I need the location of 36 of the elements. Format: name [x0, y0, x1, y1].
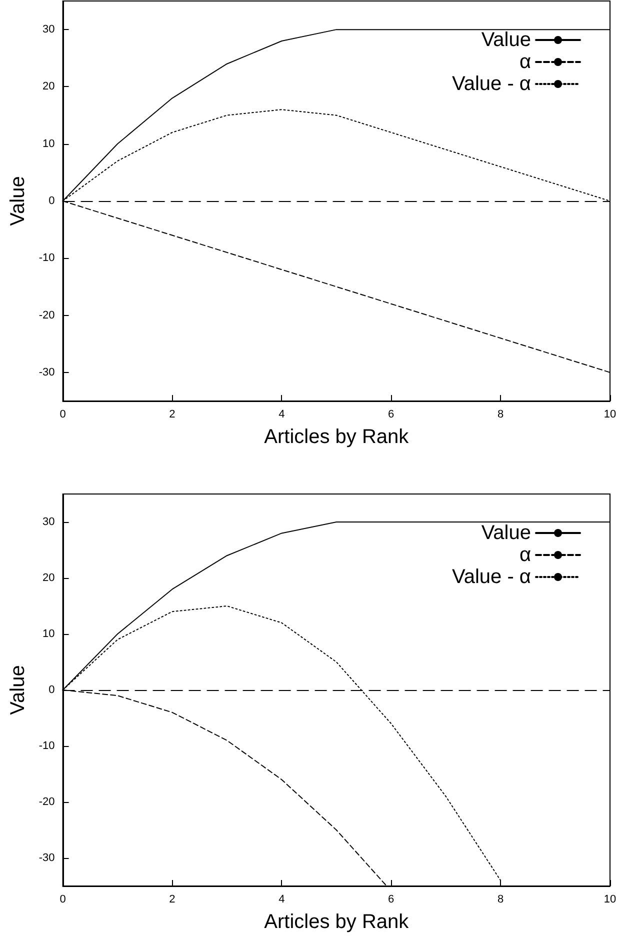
y-axis-title: Value: [7, 176, 29, 226]
y-tick-label: 0: [48, 195, 55, 207]
legend-label: α: [519, 544, 531, 566]
x-tick-label: 4: [278, 894, 285, 906]
x-axis-title: Articles by Rank: [264, 426, 410, 448]
y-tick-label: 20: [42, 572, 55, 584]
y-tick-label: 0: [48, 684, 55, 696]
x-tick-label: 6: [388, 408, 394, 420]
x-axis-title: Articles by Rank: [264, 911, 410, 933]
x-tick-label: 10: [604, 894, 616, 906]
legend-label: Value: [481, 522, 531, 544]
legend-label: Value - α: [452, 73, 531, 95]
legend-label: α: [519, 51, 531, 73]
x-tick-label: 8: [497, 894, 504, 906]
x-tick-label: 2: [169, 408, 176, 420]
y-tick-label: -30: [38, 852, 55, 864]
x-tick-label: 4: [278, 408, 285, 420]
y-tick-label: 10: [42, 628, 55, 640]
y-tick-label: -10: [38, 252, 55, 264]
y-tick-label: 20: [42, 80, 55, 93]
y-tick-label: -20: [38, 309, 55, 322]
legend-label: Value: [481, 29, 531, 51]
y-tick-label: -30: [38, 366, 55, 378]
x-tick-label: 2: [169, 894, 176, 906]
x-tick-label: 0: [60, 408, 66, 420]
y-tick-label: 30: [42, 24, 55, 36]
x-tick-label: 0: [60, 894, 66, 906]
y-tick-label: 30: [42, 516, 55, 528]
x-tick-label: 10: [604, 408, 616, 420]
y-tick-label: -20: [38, 796, 55, 808]
y-axis-title: Value: [7, 665, 29, 715]
y-tick-label: 10: [42, 138, 55, 150]
x-tick-label: 8: [497, 408, 504, 420]
y-tick-label: -10: [38, 740, 55, 752]
legend-label: Value - α: [452, 566, 531, 588]
x-tick-label: 6: [388, 894, 394, 906]
